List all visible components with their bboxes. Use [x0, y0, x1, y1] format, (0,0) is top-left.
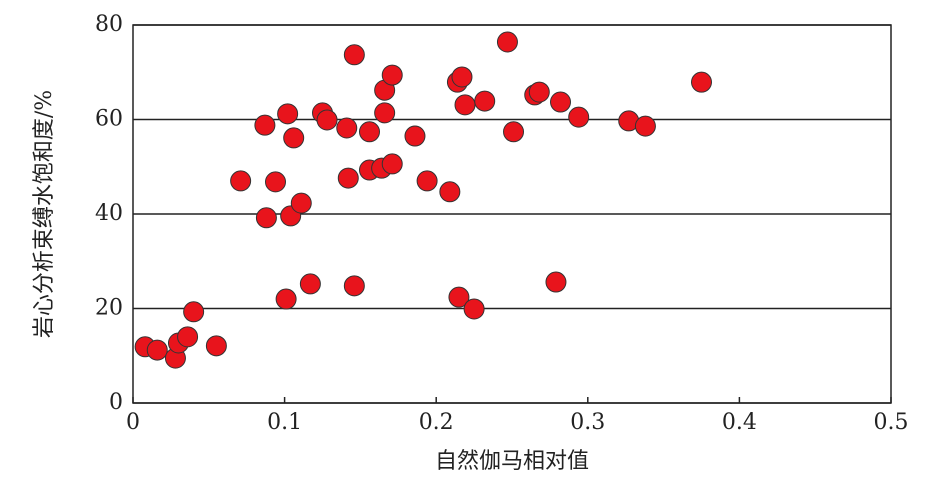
point [343, 275, 365, 297]
point [381, 64, 403, 86]
point [528, 81, 550, 103]
point [691, 71, 712, 93]
point [448, 286, 470, 308]
y-tick-label: 80 [95, 12, 123, 37]
point [416, 170, 438, 192]
point [474, 90, 496, 112]
point [358, 121, 380, 143]
point [439, 181, 461, 203]
point [183, 301, 205, 323]
point [463, 298, 485, 320]
y-tick-label: 40 [95, 201, 123, 226]
point [337, 167, 359, 189]
x-tick-label: 0.1 [267, 410, 302, 435]
point [454, 94, 476, 116]
point [275, 288, 297, 310]
x-tick-label: 0.3 [570, 410, 605, 435]
point [404, 125, 426, 147]
point [277, 103, 299, 125]
point [381, 153, 403, 175]
x-tick-label: 0.5 [874, 410, 909, 435]
point [299, 273, 321, 295]
x-axis-label: 自然伽马相对值 [435, 449, 589, 474]
point [343, 44, 365, 66]
point [265, 171, 287, 193]
point [496, 31, 518, 53]
point [503, 121, 525, 143]
x-tick-label: 0 [126, 410, 140, 435]
plot-frame [132, 24, 892, 404]
point [177, 326, 199, 348]
point [290, 192, 312, 214]
point [316, 109, 338, 131]
x-tick-label: 0.4 [722, 410, 757, 435]
point [146, 339, 168, 361]
point [634, 115, 656, 137]
point [374, 102, 396, 124]
x-tick-label: 0.2 [419, 410, 454, 435]
point [550, 91, 572, 113]
point [254, 114, 276, 136]
y-tick-label: 20 [95, 296, 123, 321]
y-tick-label: 60 [95, 107, 123, 132]
point [230, 170, 252, 192]
point [205, 335, 227, 357]
point [336, 117, 358, 139]
point [568, 106, 590, 128]
y-axis-label: 岩心分析束缚水饱和度/% [32, 90, 57, 338]
point [283, 127, 305, 149]
point [451, 66, 473, 88]
point [545, 271, 567, 293]
point [255, 207, 277, 229]
y-tick-label: 0 [109, 390, 123, 415]
